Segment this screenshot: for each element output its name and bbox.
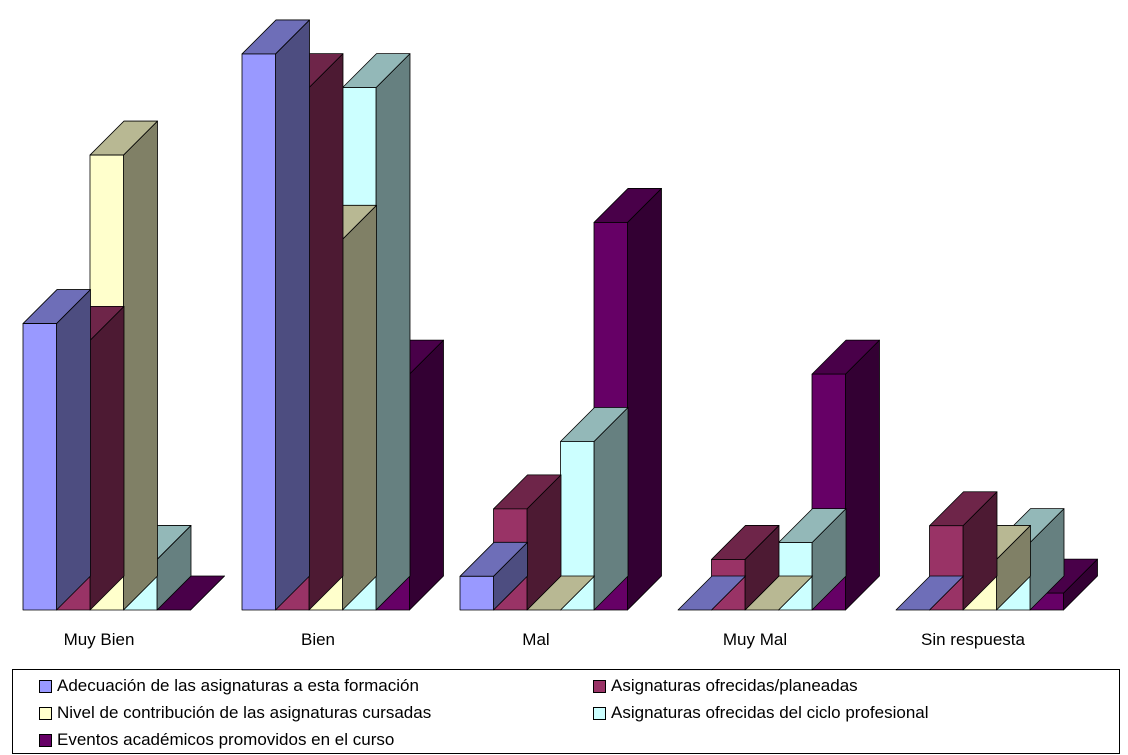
legend: Adecuación de las asignaturas a esta for… [12,669,1120,754]
bar-top [895,575,964,611]
legend-swatch [39,706,52,720]
legend-label: Eventos académicos promovidos en el curs… [57,730,395,749]
category-label: Bien [301,630,335,649]
bar-side [342,204,377,611]
bar-front [241,53,276,611]
legend-swatch [39,733,52,747]
category-label: Muy Mal [723,630,787,649]
bar-side [89,305,125,611]
bar-side [409,339,444,611]
bar-side [123,120,158,611]
bar-side [56,289,91,611]
legend-label: Asignaturas ofrecidas/planeadas [611,676,858,695]
legend-swatch [593,679,606,693]
bar [895,575,964,611]
bar [677,575,746,611]
legend-label: Adecuación de las asignaturas a esta for… [57,676,419,695]
chart-plot: Muy Bien Bien Mal Muy Mal Sin respuesta [22,19,1098,649]
legend-item: Adecuación de las asignaturas a esta for… [39,675,419,697]
legend-item: Asignaturas ofrecidas/planeadas [593,675,858,697]
legend-swatch [593,706,606,720]
bar-top [677,575,746,611]
bar [22,289,91,611]
bar-side [627,188,662,611]
legend-label: Asignaturas ofrecidas del ciclo profesio… [611,703,929,722]
bar-front [459,575,494,611]
bar-side [845,339,880,611]
bars-group [22,19,1098,611]
bar-front [22,323,57,611]
category-label: Muy Bien [64,630,135,649]
bar-side [375,53,411,611]
legend-label: Nivel de contribución de las asignaturas… [57,703,432,722]
bar-side [593,407,629,611]
bar [560,407,629,611]
category-label: Mal [522,630,549,649]
legend-item: Eventos académicos promovidos en el curs… [39,729,394,751]
category-labels: Muy Bien Bien Mal Muy Mal Sin respuesta [64,630,1026,649]
bar-side [308,53,344,611]
bar-side [275,19,310,611]
bar [241,19,310,611]
bar [711,525,780,611]
legend-item: Asignaturas ofrecidas del ciclo profesio… [593,702,929,724]
legend-item: Nivel de contribución de las asignaturas… [39,702,431,724]
bar [459,541,528,611]
legend-swatch [39,679,52,693]
category-label: Sin respuesta [921,630,1025,649]
